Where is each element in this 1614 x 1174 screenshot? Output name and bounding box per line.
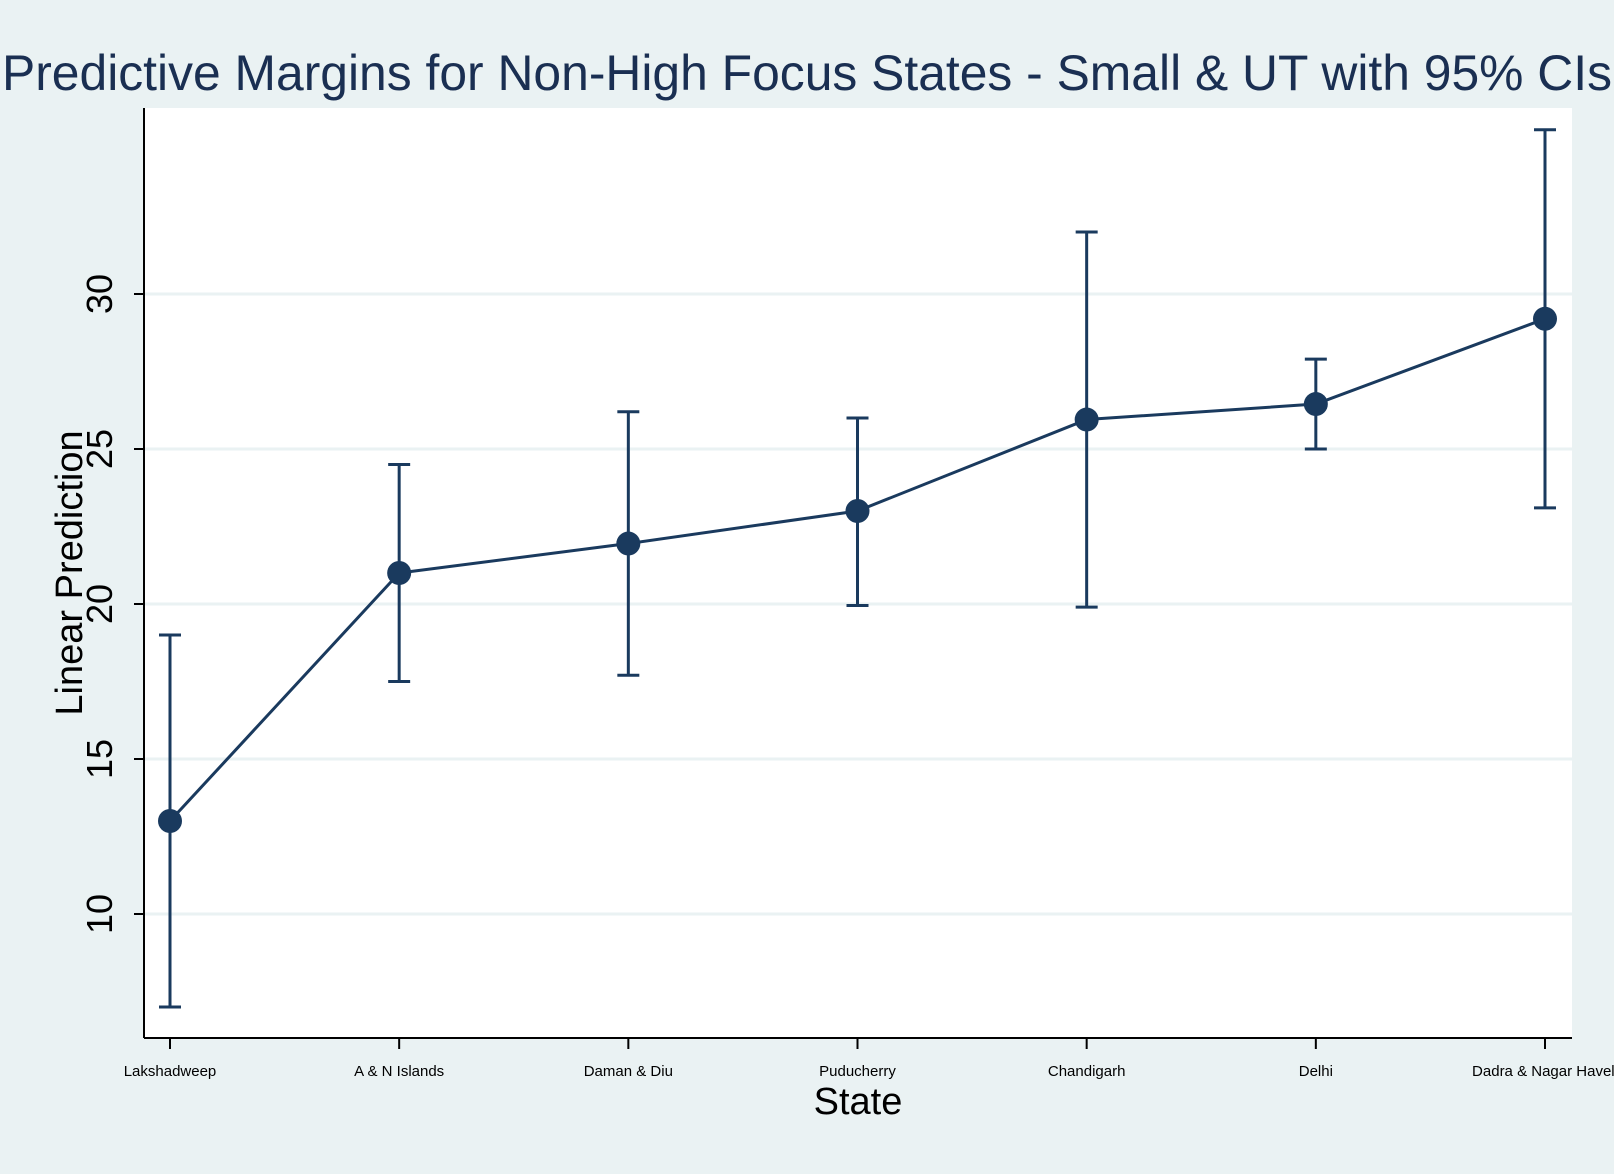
x-tick-label-3: Puducherry: [819, 1063, 896, 1080]
y-axis-title: Linear Prediction: [49, 430, 91, 715]
y-tick-label-20: 20: [79, 584, 120, 624]
x-tick-label-2: Daman & Diu: [584, 1063, 673, 1080]
x-tick-label-6: Dadra & Nagar Haveli: [1472, 1063, 1614, 1080]
data-point-4: [1074, 407, 1099, 432]
data-point-6: [1533, 306, 1557, 331]
y-tick-label-30: 30: [79, 274, 120, 314]
data-point-1: [387, 561, 412, 585]
x-tick-label-0: Lakshadweep: [124, 1063, 217, 1080]
y-tick-label-25: 25: [79, 429, 120, 469]
data-point-2: [616, 531, 641, 556]
y-tick-label-15: 15: [79, 739, 120, 779]
x-axis-title: State: [814, 1081, 903, 1123]
chart-title: Predictive Margins for Non-High Focus St…: [2, 45, 1612, 101]
x-tick-label-4: Chandigarh: [1048, 1063, 1126, 1080]
data-point-3: [845, 499, 870, 523]
series: [158, 128, 1557, 1009]
x-tick-label-1: A & N Islands: [354, 1063, 444, 1080]
x-tick-label-5: Delhi: [1299, 1063, 1333, 1080]
data-point-0: [158, 809, 182, 833]
y-tick-label-10: 10: [79, 894, 120, 934]
ticks: 10 15 20 25 30 Lakshadweep A & N Islands Daman …: [79, 274, 1614, 1080]
data-point-5: [1303, 392, 1328, 417]
